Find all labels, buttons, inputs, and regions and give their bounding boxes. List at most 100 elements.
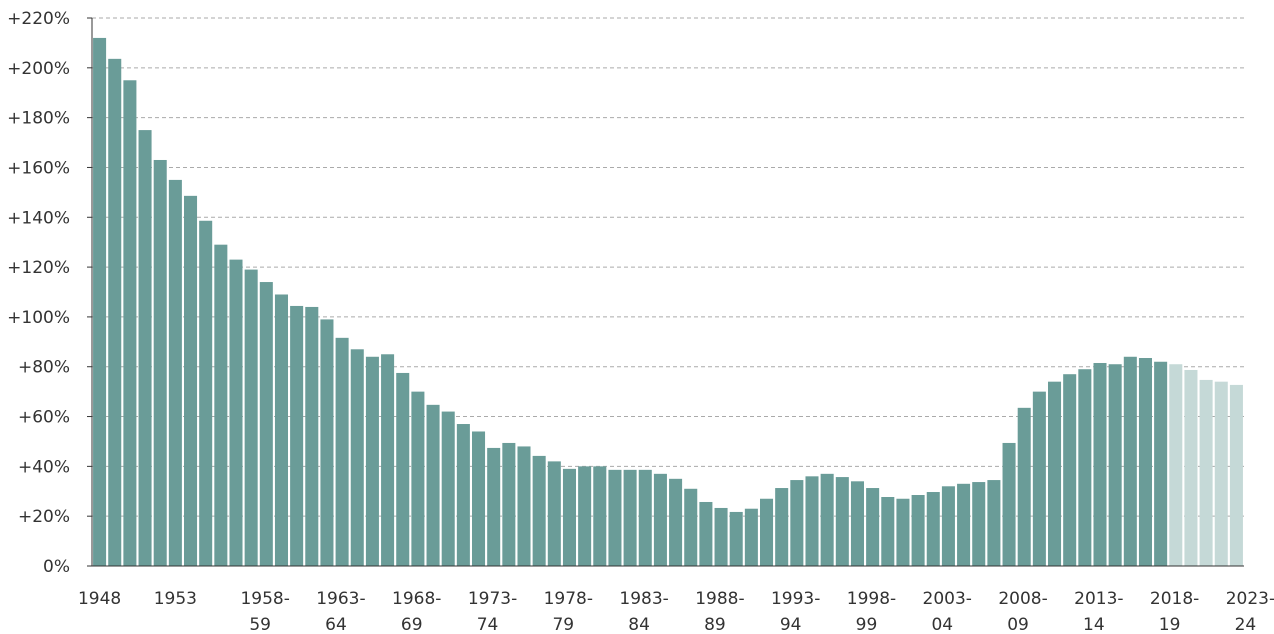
x-tick-label: 2023- 24 <box>1226 589 1274 634</box>
x-tick-label-line: 1973- <box>468 589 517 609</box>
bar <box>426 404 440 566</box>
bar <box>1017 407 1031 566</box>
y-tick-label: +60% <box>18 408 70 428</box>
bar <box>972 482 986 566</box>
x-tick-label: 1978- 79 <box>544 589 593 634</box>
x-tick-label-line: 14 <box>1083 615 1105 634</box>
y-tick-label: 0% <box>43 557 70 577</box>
bar <box>502 442 516 566</box>
bar <box>941 486 955 566</box>
bar <box>1002 442 1016 566</box>
x-tick-label-line: 69 <box>401 615 423 634</box>
bar <box>411 391 425 566</box>
bar <box>729 511 743 566</box>
bar <box>744 508 758 566</box>
x-tick-label: 2013- 14 <box>1074 589 1123 634</box>
bar <box>93 37 107 567</box>
x-tick-label-line: 94 <box>780 615 802 634</box>
y-tick-label: +220% <box>7 9 70 29</box>
bar <box>866 488 880 566</box>
bar <box>623 469 637 566</box>
bar <box>926 492 940 566</box>
x-tick-label: 1968- 69 <box>392 589 441 634</box>
bar <box>957 483 971 566</box>
bar <box>456 424 470 566</box>
bar <box>881 497 895 566</box>
bar <box>1078 369 1092 566</box>
bar <box>638 469 652 566</box>
bar <box>593 466 607 566</box>
bar <box>547 461 561 566</box>
bar <box>911 495 925 566</box>
x-tick-label: 1973- 74 <box>468 589 517 634</box>
x-tick-label-line: 1993- <box>771 589 820 609</box>
y-tick-label: +100% <box>7 308 70 328</box>
bar <box>274 294 288 566</box>
x-tick-label-line: 09 <box>1007 615 1029 634</box>
bar <box>229 259 243 566</box>
x-tick-label-line: 59 <box>249 615 271 634</box>
x-tick-label: 1948 <box>78 589 121 609</box>
x-tick-label: 1953 <box>154 589 197 609</box>
x-tick-label: 2018- 19 <box>1150 589 1199 634</box>
bar <box>562 468 576 566</box>
bar <box>820 473 834 566</box>
y-tick-label: +80% <box>18 358 70 378</box>
bar <box>123 80 137 566</box>
bar <box>1093 362 1107 566</box>
x-tick-label: 1958- 59 <box>240 589 289 634</box>
bar <box>1032 391 1046 566</box>
bar <box>396 372 410 566</box>
y-tick-label: +20% <box>18 507 70 527</box>
bar <box>214 244 228 566</box>
bar <box>1199 379 1213 566</box>
bar <box>138 130 152 566</box>
y-tick-label: +200% <box>7 59 70 79</box>
bar <box>290 305 304 566</box>
x-tick-label-line: 1963- <box>316 589 365 609</box>
bar <box>1214 381 1228 566</box>
bar <box>1229 384 1243 566</box>
x-tick-label: 2008- 09 <box>998 589 1047 634</box>
y-tick-label: +140% <box>7 208 70 228</box>
x-tick-label: 1983- 84 <box>619 589 668 634</box>
y-tick-label: +40% <box>18 457 70 477</box>
bar <box>532 455 546 566</box>
bar <box>184 195 198 567</box>
bar <box>1154 361 1168 566</box>
bar <box>1123 356 1137 566</box>
y-tick-label: +180% <box>7 109 70 129</box>
bar <box>244 269 258 566</box>
bar <box>1169 364 1183 566</box>
x-tick-label-line: 79 <box>552 615 574 634</box>
bar <box>259 282 273 566</box>
x-tick-label-line: 2003- <box>923 589 972 609</box>
x-tick-label-line: 64 <box>325 615 347 634</box>
bar <box>850 481 864 566</box>
bar <box>472 431 486 566</box>
bar <box>1184 369 1198 566</box>
x-tick-label-line: 89 <box>704 615 726 634</box>
bar <box>199 220 213 566</box>
bar <box>987 480 1001 566</box>
bar <box>608 469 622 566</box>
bar <box>441 411 455 566</box>
bar <box>335 337 349 566</box>
bar <box>1138 358 1152 566</box>
bar <box>305 306 319 566</box>
bar <box>714 507 728 566</box>
bar <box>517 446 531 566</box>
bar <box>684 488 698 566</box>
x-tick-label-line: 1958- <box>240 589 289 609</box>
x-tick-label: 1988- 89 <box>695 589 744 634</box>
bar <box>350 349 364 566</box>
x-tick-label-line: 74 <box>477 615 499 634</box>
x-tick-label-line: 24 <box>1235 615 1257 634</box>
bar <box>578 466 592 566</box>
x-tick-label-line: 99 <box>856 615 878 634</box>
x-tick-label-line: 1978- <box>544 589 593 609</box>
bar <box>1108 364 1122 566</box>
bar <box>835 477 849 566</box>
bar <box>168 179 182 566</box>
